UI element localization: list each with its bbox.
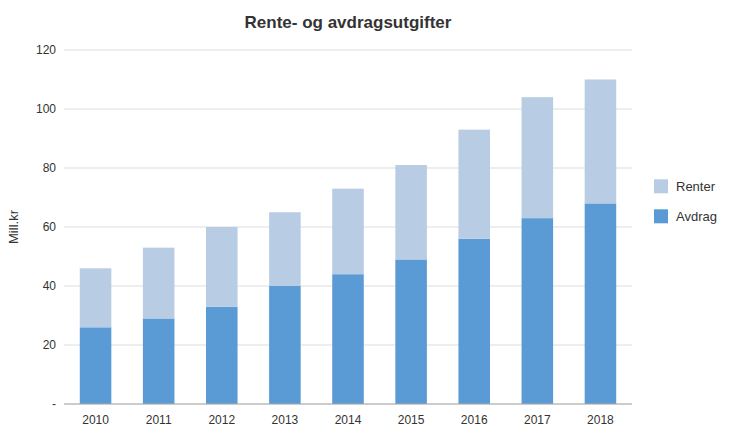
x-tick-label: 2017 bbox=[524, 413, 551, 427]
legend-swatch bbox=[654, 209, 668, 223]
bar bbox=[269, 212, 301, 286]
y-axis-label: Mill.kr bbox=[6, 209, 21, 244]
x-tick-label: 2015 bbox=[398, 413, 425, 427]
y-tick-label: 80 bbox=[43, 161, 57, 175]
grid-line bbox=[64, 404, 632, 405]
x-tick-label: 2018 bbox=[587, 413, 614, 427]
y-tick-label: 20 bbox=[43, 338, 57, 352]
chart-svg: Rente- og avdragsutgifter Mill.kr - 20 40 60 8… bbox=[0, 0, 752, 444]
bar bbox=[395, 259, 427, 404]
bar bbox=[80, 327, 112, 404]
bar bbox=[206, 227, 238, 307]
x-tick-label: 2016 bbox=[461, 413, 488, 427]
x-tick-label: 2011 bbox=[146, 413, 172, 427]
x-tick-label: 2010 bbox=[82, 413, 109, 427]
bar bbox=[522, 218, 554, 404]
bar bbox=[332, 189, 364, 275]
bars bbox=[80, 80, 616, 405]
chart-container: Rente- og avdragsutgifter Mill.kr - 20 40 60 8… bbox=[0, 0, 752, 444]
bar bbox=[585, 80, 617, 204]
legend-swatch bbox=[654, 179, 668, 193]
title: Rente- og avdragsutgifter bbox=[245, 13, 452, 32]
bar bbox=[458, 239, 490, 404]
legend-label: Renter bbox=[676, 179, 716, 194]
x-tick-label: 2012 bbox=[208, 413, 235, 427]
y-tick-label: - bbox=[52, 397, 56, 411]
legend-label: Avdrag bbox=[676, 209, 717, 224]
bar bbox=[143, 318, 175, 404]
x-tick-label: 2013 bbox=[272, 413, 299, 427]
bar bbox=[585, 203, 617, 404]
bar bbox=[395, 165, 427, 259]
bar bbox=[80, 268, 112, 327]
grid bbox=[64, 50, 632, 404]
bar bbox=[143, 248, 175, 319]
y-tick-label: 100 bbox=[36, 102, 56, 116]
legend: Renter Avdrag bbox=[654, 179, 717, 224]
bar bbox=[458, 130, 490, 239]
y-tick-label: 120 bbox=[36, 43, 56, 57]
bar bbox=[332, 274, 364, 404]
y-tick-label: 40 bbox=[43, 279, 57, 293]
y-tick-label: 60 bbox=[43, 220, 57, 234]
bar bbox=[269, 286, 301, 404]
bar bbox=[206, 307, 238, 404]
x-tick-label: 2014 bbox=[335, 413, 362, 427]
x-axis-line bbox=[64, 404, 632, 405]
grid-line bbox=[64, 50, 632, 51]
bar bbox=[522, 97, 554, 218]
